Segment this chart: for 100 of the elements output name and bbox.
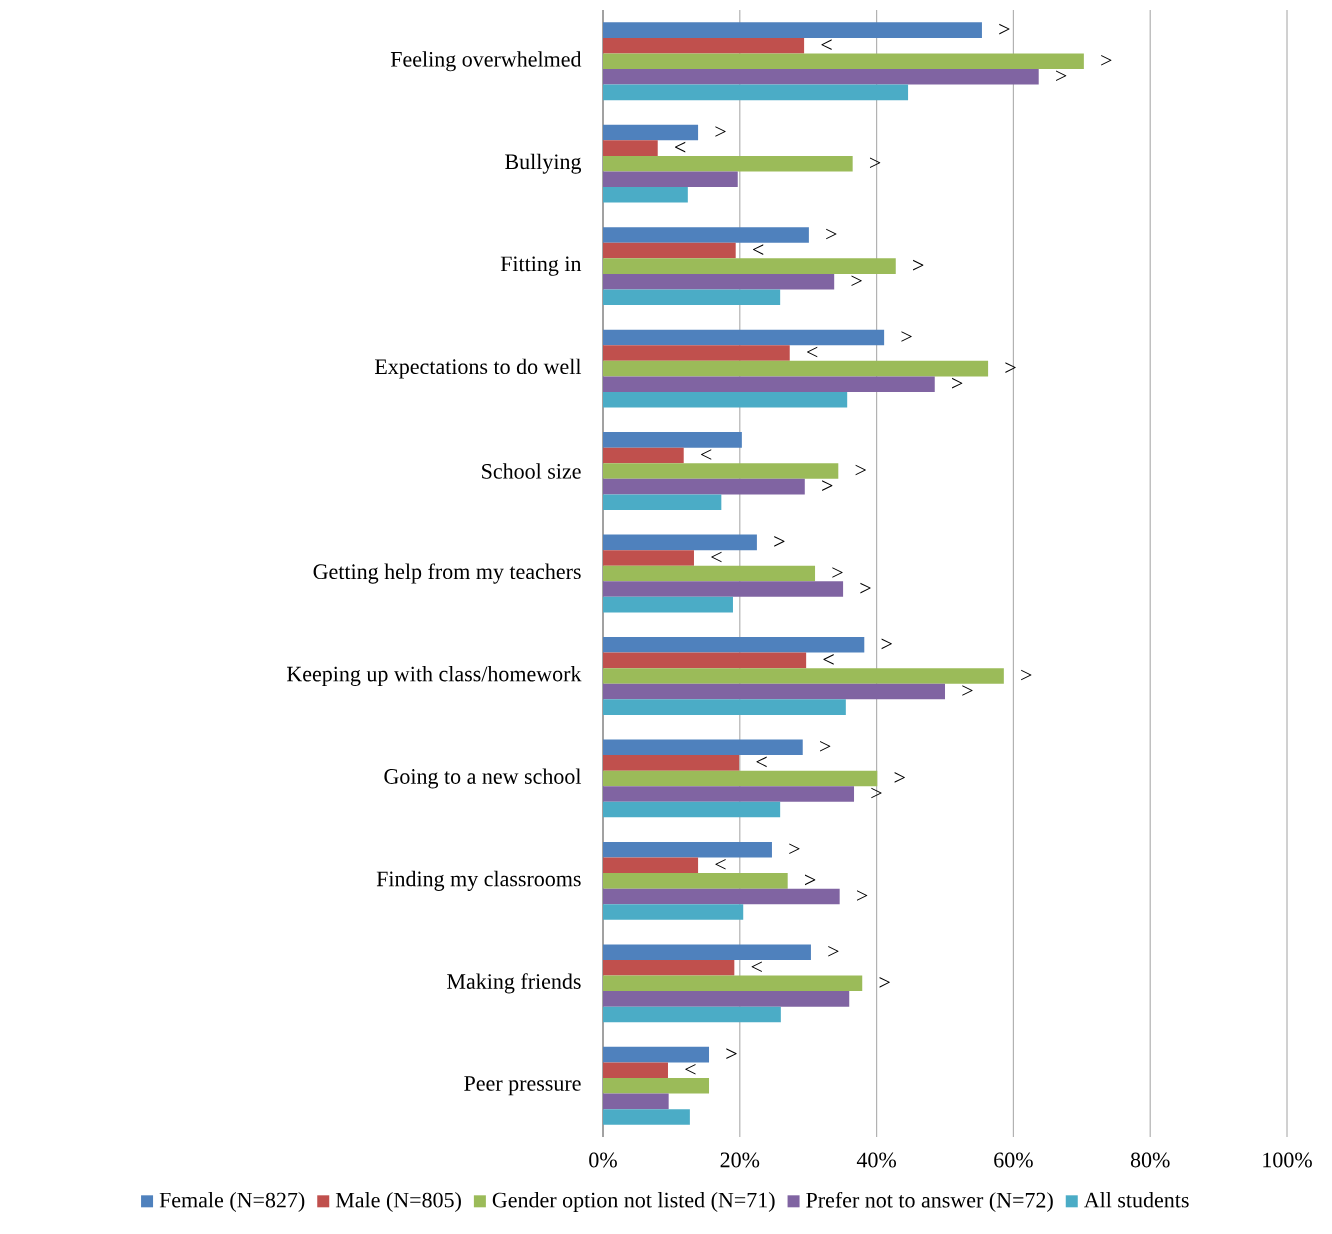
bar <box>603 376 935 392</box>
bar <box>603 755 740 771</box>
data-label: > <box>881 638 892 650</box>
y-tick-label: Bullying <box>505 153 582 174</box>
data-label: > <box>879 977 890 988</box>
bar <box>603 786 855 802</box>
x-tick-label: 20% <box>720 1152 760 1168</box>
data-label: < <box>711 551 722 563</box>
bar <box>603 329 885 346</box>
bar <box>603 1046 710 1063</box>
bar <box>603 258 896 274</box>
y-tick-label: School size <box>482 463 581 479</box>
bar <box>603 534 757 551</box>
bar <box>603 904 744 920</box>
data-label: > <box>1101 54 1112 66</box>
bar <box>603 478 805 495</box>
data-label: > <box>962 685 973 696</box>
data-label: > <box>774 536 785 547</box>
bar <box>603 289 781 306</box>
bar <box>603 801 781 818</box>
bar <box>603 739 803 756</box>
y-tick-label: Feeling overwhelmed <box>390 51 582 72</box>
bar <box>603 683 946 700</box>
data-label: < <box>701 449 712 460</box>
bar <box>603 37 805 54</box>
bar <box>603 463 839 479</box>
bar <box>603 391 848 408</box>
bar <box>603 699 846 715</box>
legend-label: Prefer not to answer (N=72) <box>806 1191 1053 1213</box>
data-label: < <box>675 141 686 153</box>
y-tick-label: Peer pressure <box>464 1076 581 1096</box>
bar <box>603 959 735 976</box>
bar <box>603 360 989 377</box>
bar <box>603 888 840 905</box>
bar <box>603 581 844 597</box>
y-tick-label: Keeping up with class/homework <box>287 665 582 686</box>
y-tick-label: Expectations to do well <box>374 358 582 379</box>
bar <box>603 187 688 203</box>
bar <box>603 637 865 653</box>
y-tick-label: Fitting in <box>500 256 582 276</box>
x-tick-label: 80% <box>1130 1152 1170 1168</box>
legend-label: Gender option not listed (N=71) <box>492 1192 775 1212</box>
data-label: > <box>999 23 1010 35</box>
bar <box>603 53 1084 70</box>
bar <box>603 944 811 960</box>
data-label: > <box>715 126 726 137</box>
bar <box>603 1006 781 1023</box>
bar <box>603 652 807 669</box>
bar <box>603 273 835 290</box>
bar <box>603 22 982 38</box>
y-tick-label: Making friends <box>447 973 581 994</box>
bar <box>603 84 909 101</box>
data-label: > <box>913 259 924 271</box>
data-label: < <box>821 39 832 50</box>
data-label: > <box>856 890 868 901</box>
data-label: < <box>751 961 762 973</box>
bar <box>603 565 816 582</box>
bar <box>603 668 1004 684</box>
bar <box>603 124 699 141</box>
bar <box>603 1093 669 1110</box>
bar <box>603 69 1039 85</box>
x-tick-label: 40% <box>856 1152 897 1168</box>
legend-label: Female (N=827) <box>159 1192 305 1212</box>
data-label: < <box>685 1063 696 1075</box>
bar <box>603 991 850 1007</box>
data-label: > <box>871 787 882 799</box>
bar <box>603 1078 710 1094</box>
bar <box>603 550 694 566</box>
data-label: > <box>789 843 800 855</box>
x-tick-label: 60% <box>994 1152 1033 1168</box>
data-label: > <box>869 157 881 168</box>
data-label: < <box>823 654 834 665</box>
data-label: > <box>894 772 905 783</box>
data-label: > <box>1005 362 1016 373</box>
bar <box>603 171 738 188</box>
data-label: < <box>756 756 767 768</box>
data-label: > <box>1056 70 1067 82</box>
bar <box>603 155 853 172</box>
bar <box>603 447 684 464</box>
data-label: > <box>860 582 871 594</box>
x-tick-label: 100% <box>1263 1152 1312 1168</box>
data-label: < <box>715 859 726 870</box>
bar <box>603 841 772 858</box>
data-label: < <box>752 244 764 255</box>
y-tick-label: Going to a new school <box>384 768 582 789</box>
data-label: > <box>726 1048 737 1059</box>
bar <box>603 975 863 992</box>
x-tick-label: 0% <box>589 1152 617 1168</box>
bar <box>603 1062 668 1078</box>
data-label: > <box>826 228 837 240</box>
bar <box>603 494 722 510</box>
data-label: > <box>855 464 866 476</box>
bar <box>603 432 742 448</box>
legend-label: Male (N=805) <box>335 1192 461 1212</box>
bar <box>603 345 790 361</box>
y-tick-label: Getting help from my teachers <box>313 563 581 584</box>
bar <box>603 140 658 156</box>
bar <box>603 227 809 243</box>
data-label: > <box>851 275 862 287</box>
bar <box>603 242 736 259</box>
